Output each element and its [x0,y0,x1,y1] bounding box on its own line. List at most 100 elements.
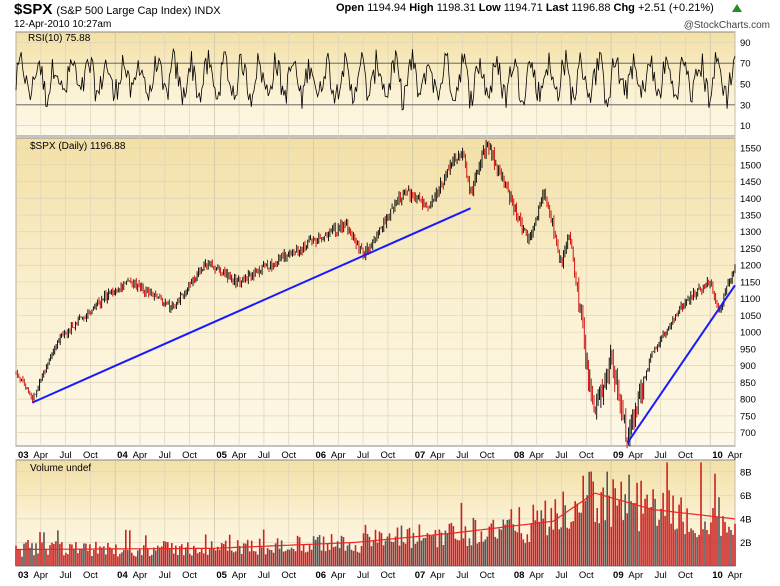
volume-bar [712,508,714,566]
volume-bar [300,550,303,566]
price-tick-label: 750 [740,411,756,422]
volume-bar [444,530,447,566]
price-x-tick-label: Apr [728,450,743,461]
volume-bar [440,532,443,566]
volume-bar [19,549,21,566]
volume-bar [690,528,692,566]
volume-bar [214,550,217,566]
volume-bar [508,519,511,566]
volume-bar [502,519,505,566]
volume-bar [382,545,385,566]
volume-bar [610,526,612,566]
price-tick-label: 1200 [740,261,761,272]
price-x-tick-label: Oct [381,450,396,461]
volume-bar [208,548,211,566]
volume-bar [580,512,582,566]
volume-bar [334,546,337,566]
volume-bar [238,545,241,566]
volume-bar [388,533,391,566]
volume-bar [724,522,726,566]
quote-date: 12-Apr-2010 10:27am [14,19,112,30]
rsi-line [15,47,736,111]
price-x-tick-label: Apr [232,450,247,461]
volume-bar [484,539,487,566]
volume-bar [528,542,531,566]
volume-bar [55,541,57,566]
volume-bar [143,545,145,566]
volume-bar [370,546,373,566]
price-tick-label: 850 [740,378,756,389]
volume-bar [246,539,249,566]
volume-x-tick-label: Oct [579,570,594,581]
volume-x-tick-label: Jul [357,570,369,581]
volume-bar [492,519,495,566]
price-x-tick-label: Oct [182,450,197,461]
volume-bar [159,547,161,566]
volume-bar [570,521,572,566]
volume-bar [226,550,229,566]
volume-bar [322,536,325,566]
volume-x-tick-label: Oct [480,570,495,581]
volume-bar [97,553,99,566]
volume-bar [586,495,588,566]
volume-bar [149,556,151,566]
volume-bar [704,521,706,566]
volume-bar [25,542,27,566]
volume-bar [145,535,147,566]
volume-bar [632,503,634,566]
volume-bar [400,525,403,566]
volume-bar [210,541,213,566]
volume-bar [310,549,313,566]
volume-bar [504,524,507,566]
volume-bar [562,491,564,566]
volume-bar [458,540,461,566]
volume-bar [684,534,686,566]
volume-bar [664,515,666,566]
volume-bar [384,540,387,566]
quote-summary: Open 1194.94 High 1198.31 Low 1194.71 La… [336,2,714,14]
volume-bar [284,550,287,566]
rsi-panel-title: RSI(10) 75.88 [28,33,91,44]
volume-bar [131,552,133,566]
volume-bar [53,543,55,566]
volume-bar [318,535,321,566]
volume-bar [157,545,159,566]
volume-bar [722,516,724,566]
volume-bar [476,543,479,566]
volume-bar [636,482,638,566]
volume-bar [468,538,471,566]
volume-bar [638,531,640,566]
volume-bar [430,536,433,566]
volume-bar [47,554,49,566]
volume-bar [698,534,700,566]
volume-bar [728,526,730,566]
volume-bar [49,545,51,566]
volume-bar [510,509,513,566]
volume-bar [670,523,672,566]
volume-bar [193,545,195,566]
volume-bar [107,542,109,566]
price-tick-label: 1500 [740,160,761,171]
volume-bar [204,534,207,566]
volume-bar [129,530,131,566]
volume-bar [286,549,289,566]
volume-x-tick-label: Oct [83,570,98,581]
price-tick-label: 1250 [740,244,761,255]
volume-bar [630,501,632,566]
price-x-tick-label: Apr [628,450,643,461]
volume-x-tick-label: Apr [628,570,643,581]
volume-bar [175,545,177,566]
volume-bar [392,542,395,566]
volume-bar [272,552,275,566]
volume-x-tick-label: 03 [18,570,29,581]
volume-bar [530,523,533,566]
volume-x-tick-label: Jul [258,570,270,581]
volume-bar [51,542,53,566]
volume-bar [608,495,610,566]
volume-bar [592,481,594,566]
volume-bar [119,553,121,566]
volume-bar [338,548,341,566]
volume-x-tick-label: Oct [182,570,197,581]
volume-bar [456,539,459,566]
volume-bar [582,475,584,566]
